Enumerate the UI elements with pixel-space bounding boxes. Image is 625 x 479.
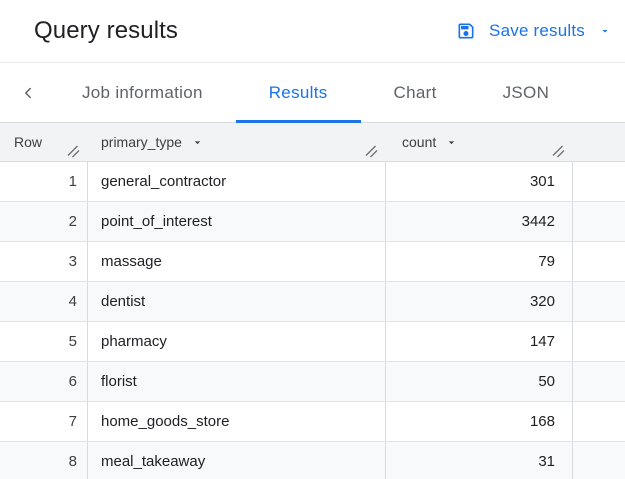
cell-primary-type: home_goods_store — [88, 402, 386, 441]
caret-down-icon[interactable] — [445, 136, 458, 149]
cell-spacer — [573, 402, 625, 441]
cell-count: 301 — [386, 162, 573, 201]
cell-row-number: 2 — [0, 202, 88, 241]
cell-spacer — [573, 162, 625, 201]
table-header-row: Row primary_type — [0, 123, 625, 162]
cell-spacer — [573, 362, 625, 401]
table-row: 2 point_of_interest 3442 — [0, 202, 625, 242]
titlebar: Query results Save results — [0, 0, 625, 63]
resize-gripper-icon[interactable] — [66, 144, 80, 158]
cell-spacer — [573, 442, 625, 479]
column-header-primary-type: primary_type — [88, 123, 386, 161]
column-header-count-label: count — [402, 134, 437, 150]
tab-bar: Job information Results Chart JSON — [0, 63, 625, 123]
column-header-count: count — [386, 123, 573, 161]
cell-primary-type: general_contractor — [88, 162, 386, 201]
cell-primary-type: massage — [88, 242, 386, 281]
table-row: 5 pharmacy 147 — [0, 322, 625, 362]
resize-gripper-icon[interactable] — [551, 144, 565, 158]
cell-count: 168 — [386, 402, 573, 441]
cell-row-number: 8 — [0, 442, 88, 479]
results-table: Row primary_type — [0, 123, 625, 479]
cell-row-number: 7 — [0, 402, 88, 441]
column-header-row-label: Row — [14, 134, 43, 150]
cell-spacer — [573, 282, 625, 321]
cell-row-number: 3 — [0, 242, 88, 281]
resize-gripper-icon[interactable] — [364, 144, 378, 158]
cell-count: 3442 — [386, 202, 573, 241]
cell-row-number: 6 — [0, 362, 88, 401]
cell-primary-type: florist — [88, 362, 386, 401]
cell-spacer — [573, 242, 625, 281]
table-body: 1 general_contractor 301 2 point_of_inte… — [0, 162, 625, 479]
cell-primary-type: pharmacy — [88, 322, 386, 361]
cell-count: 320 — [386, 282, 573, 321]
column-header-primary-type-label: primary_type — [101, 134, 182, 150]
chevron-left-icon — [19, 84, 37, 102]
save-icon — [456, 21, 476, 41]
cell-primary-type: dentist — [88, 282, 386, 321]
cell-count: 31 — [386, 442, 573, 479]
tab-json[interactable]: JSON — [470, 63, 583, 122]
cell-primary-type: point_of_interest — [88, 202, 386, 241]
cell-row-number: 1 — [0, 162, 88, 201]
column-header-spacer — [573, 123, 625, 161]
cell-row-number: 4 — [0, 282, 88, 321]
tab-job-information[interactable]: Job information — [49, 63, 236, 122]
save-results-label: Save results — [489, 21, 585, 40]
cell-count: 147 — [386, 322, 573, 361]
table-row: 8 meal_takeaway 31 — [0, 442, 625, 479]
tabs-scroll-left-button[interactable] — [12, 63, 44, 122]
cell-spacer — [573, 202, 625, 241]
table-row: 6 florist 50 — [0, 362, 625, 402]
cell-count: 79 — [386, 242, 573, 281]
table-row: 3 massage 79 — [0, 242, 625, 282]
column-header-row: Row — [0, 123, 88, 161]
caret-down-icon — [599, 25, 611, 37]
caret-down-icon[interactable] — [191, 136, 204, 149]
save-results-button[interactable]: Save results — [456, 21, 611, 41]
cell-spacer — [573, 322, 625, 361]
table-row: 7 home_goods_store 168 — [0, 402, 625, 442]
table-row: 1 general_contractor 301 — [0, 162, 625, 202]
cell-primary-type: meal_takeaway — [88, 442, 386, 479]
page-title: Query results — [34, 17, 179, 44]
table-row: 4 dentist 320 — [0, 282, 625, 322]
tabs: Job information Results Chart JSON — [49, 63, 583, 123]
cell-count: 50 — [386, 362, 573, 401]
tab-chart[interactable]: Chart — [361, 63, 470, 122]
cell-row-number: 5 — [0, 322, 88, 361]
tab-results[interactable]: Results — [235, 63, 361, 123]
